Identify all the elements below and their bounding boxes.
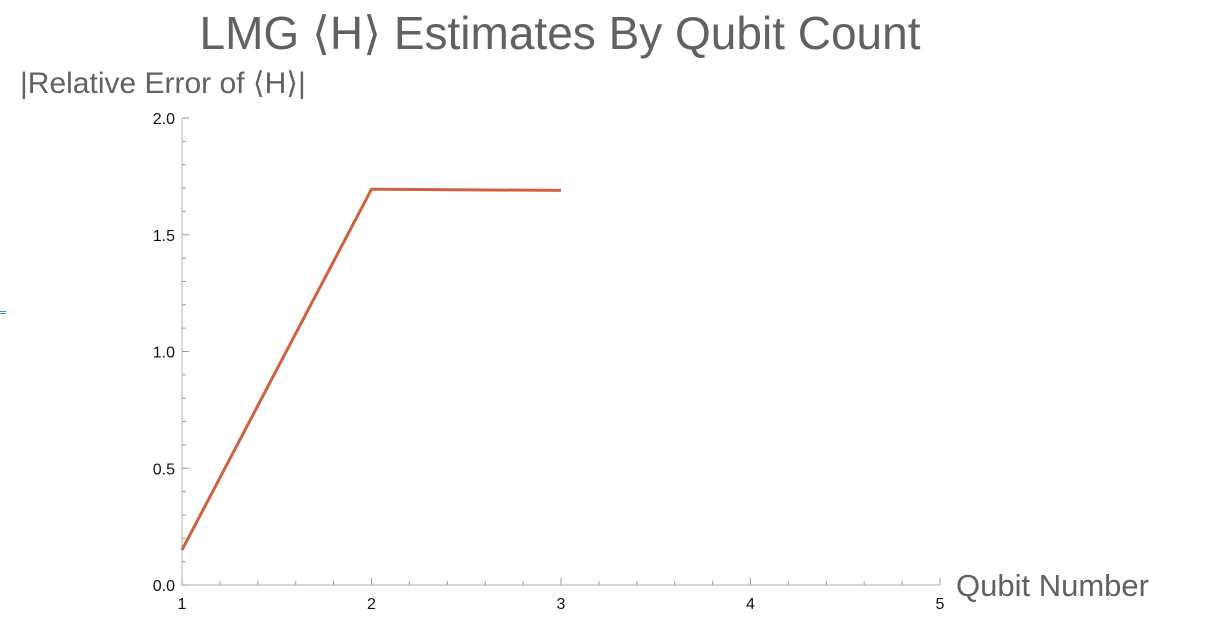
y-tick-label: 2.0 [153, 111, 175, 128]
x-tick-label: 2 [367, 596, 376, 613]
x-axis-label: Qubit Number [956, 568, 1149, 603]
axes [181, 118, 940, 586]
x-tick-label: 5 [936, 596, 945, 613]
ticks [181, 117, 941, 586]
series-line [180, 187, 562, 551]
y-tick-label: 1.5 [153, 228, 175, 245]
x-tick-label: 3 [557, 596, 566, 613]
y-axis-label: |Relative Error of ⟨H⟩| [20, 67, 306, 100]
x-tick-label: 1 [178, 596, 187, 613]
chart-title: LMG ⟨H⟩ Estimates By Qubit Count [199, 7, 921, 59]
series [180, 187, 562, 551]
y-tick-label: 1.0 [153, 345, 175, 362]
tick-labels: 1 2 3 4 5 0.0 0.5 1.0 1.5 2.0 [153, 111, 945, 613]
y-tick-label: 0.0 [153, 578, 175, 595]
cell-bracket-mark [0, 311, 6, 314]
y-tick-label: 0.5 [153, 461, 175, 478]
x-tick-label: 4 [746, 596, 755, 613]
